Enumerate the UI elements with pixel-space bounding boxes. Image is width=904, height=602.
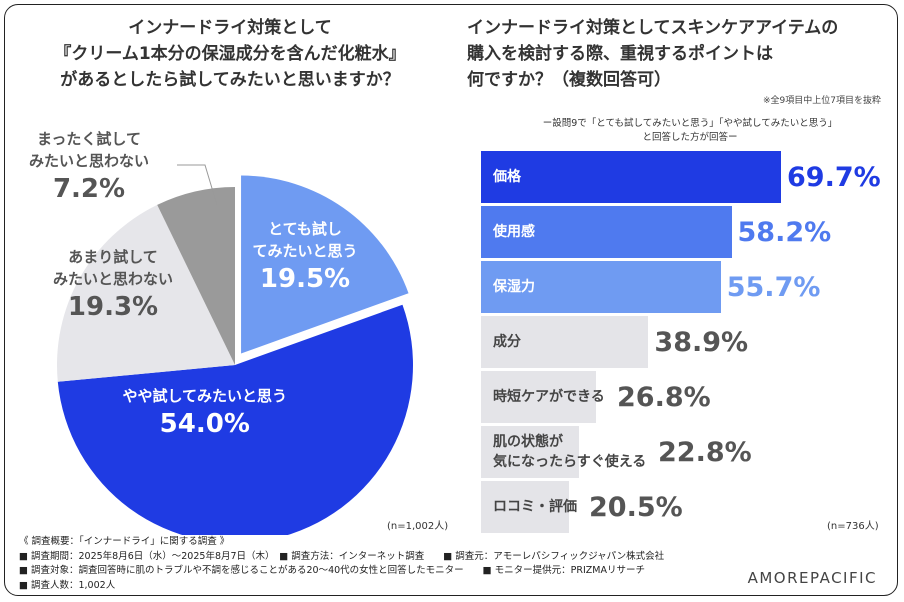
pie-slice-label: やや試してみたいと思う 54.0% [123, 385, 288, 441]
infographic-frame: インナードライ対策として 『クリーム1本分の保湿成分を含んだ化粧水』 があるとし… [4, 4, 898, 596]
bar-category-label: 使用感 [493, 206, 535, 258]
pie-slice-category: みたいと思わない [29, 152, 150, 170]
pie-slice [57, 304, 413, 535]
bar [481, 261, 721, 313]
bar-title-line: インナードライ対策としてスキンケアアイテムの [467, 18, 839, 38]
bar-value-label: 38.9% [654, 326, 749, 358]
pie-question-title: インナードライ対策として 『クリーム1本分の保湿成分を含んだ化粧水』 があるとし… [45, 15, 415, 93]
pie-slice-category: まったく試して [37, 130, 141, 148]
bar-category-line: 気になったらすぐ使える [493, 454, 647, 470]
pie-title-line: 『クリーム1本分の保湿成分を含んだ化粧水』 [54, 44, 406, 64]
bar-value-label: 26.8% [617, 381, 711, 413]
bar-category-line: 肌の状態が [493, 434, 563, 450]
survey-overview: 《 調査概要：「インナードライ」に関する調査 》 ■ 調査期間：2025年8月6… [19, 535, 664, 593]
bar-value-label: 22.8% [658, 436, 752, 468]
bar-value-label: 58.2% [737, 216, 832, 248]
pie-slice-category: みたいと思わない [53, 270, 174, 288]
bar-category-line: 価格 [493, 169, 521, 185]
pie-leader-line [177, 164, 218, 206]
pie-title-line: があるとしたら試してみたいと思いますか？ [60, 70, 400, 90]
pie-slice [241, 175, 409, 354]
footer-line: ■ 調査期間：2025年8月6日（水）〜2025年8月7日（木） ■ 調査方法：… [19, 550, 665, 562]
footer-line: ■ 調査人数：1,002人 [19, 579, 116, 591]
bar [481, 426, 580, 478]
pie-slice-value: 19.5% [259, 264, 351, 294]
bar-category-line: 時短ケアができる [493, 389, 605, 405]
brand-logo: AMOREPACIFIC [747, 569, 877, 587]
bar [481, 371, 597, 423]
bar-category-label: 成分 [493, 316, 521, 368]
bar-category-label: 時短ケアができる [493, 371, 605, 423]
pie-slice [56, 204, 235, 382]
bar [481, 151, 781, 203]
bar-category-line: 使用感 [493, 224, 535, 240]
pie-slice-category: てみたいと思う [252, 242, 358, 260]
bar-title-line: 購入を検討する際、重視するポイントは [467, 44, 773, 64]
pie-slice-value: 7.2% [52, 174, 126, 204]
pie-title-line: インナードライ対策として [128, 18, 332, 38]
pie-slice [157, 187, 235, 365]
pie-slice-label: とても試してみたいと思う 19.5% [253, 218, 358, 296]
bar-subtitle-line: ー設問9で「とても試してみたいと思う」「やや試してみたいと思う」 [542, 118, 838, 129]
footer-line: ■ 調査対象：調査回答時に肌のトラブルや不調を感じることがある20〜40代の女性… [19, 565, 646, 576]
bar [481, 206, 732, 258]
bar-category-label: 価格 [493, 151, 521, 203]
bar-category-line: ロコミ・評価 [493, 499, 577, 515]
bar [481, 316, 649, 368]
bar-value-label: 69.7% [787, 161, 881, 193]
bar-sample-size: (n=736人) [827, 521, 879, 532]
bar-question-title: インナードライ対策としてスキンケアアイテムの 購入を検討する際、重視するポイント… [467, 15, 897, 93]
bar [481, 481, 570, 533]
pie-slice-category: あまり試して [68, 248, 158, 266]
bar-category-label: 肌の状態が気になったらすぐ使える [493, 426, 646, 478]
bar-value-label: 20.5% [589, 491, 683, 523]
bar-category-line: 保湿力 [493, 279, 535, 295]
pie-slice-category: やや試してみたいと思う [122, 387, 288, 405]
footer-line: 《 調査概要：「インナードライ」に関する調査 》 [19, 536, 230, 547]
pie-sample-size: (n=1,002人) [387, 521, 449, 532]
bar-subtitle: ー設問9で「とても試してみたいと思う」「やや試してみたいと思う」 と回答した方が… [485, 117, 895, 145]
pie-slice-label: まったく試して みたいと思わない 7.2% [29, 128, 149, 206]
bar-title-line: 何ですか？（複数回答可） [467, 70, 671, 90]
pie-slice-value: 54.0% [159, 409, 250, 439]
bar-category-label: 保湿力 [493, 261, 535, 313]
bar-category-line: 成分 [493, 334, 521, 350]
bar-value-label: 55.7% [726, 271, 821, 303]
bar-category-label: ロコミ・評価 [493, 481, 577, 533]
pie-slice-label: あまり試して みたいと思わない 19.3% [53, 246, 173, 324]
bar-subtitle-line: と回答した方が回答ー [642, 132, 738, 143]
pie-slice-value: 19.3% [67, 292, 159, 322]
pie-chart [56, 164, 413, 535]
excerpt-note: ※全9項目中上位7項目を抜粋 [763, 96, 881, 106]
pie-slice-category: とても試し [268, 220, 342, 238]
